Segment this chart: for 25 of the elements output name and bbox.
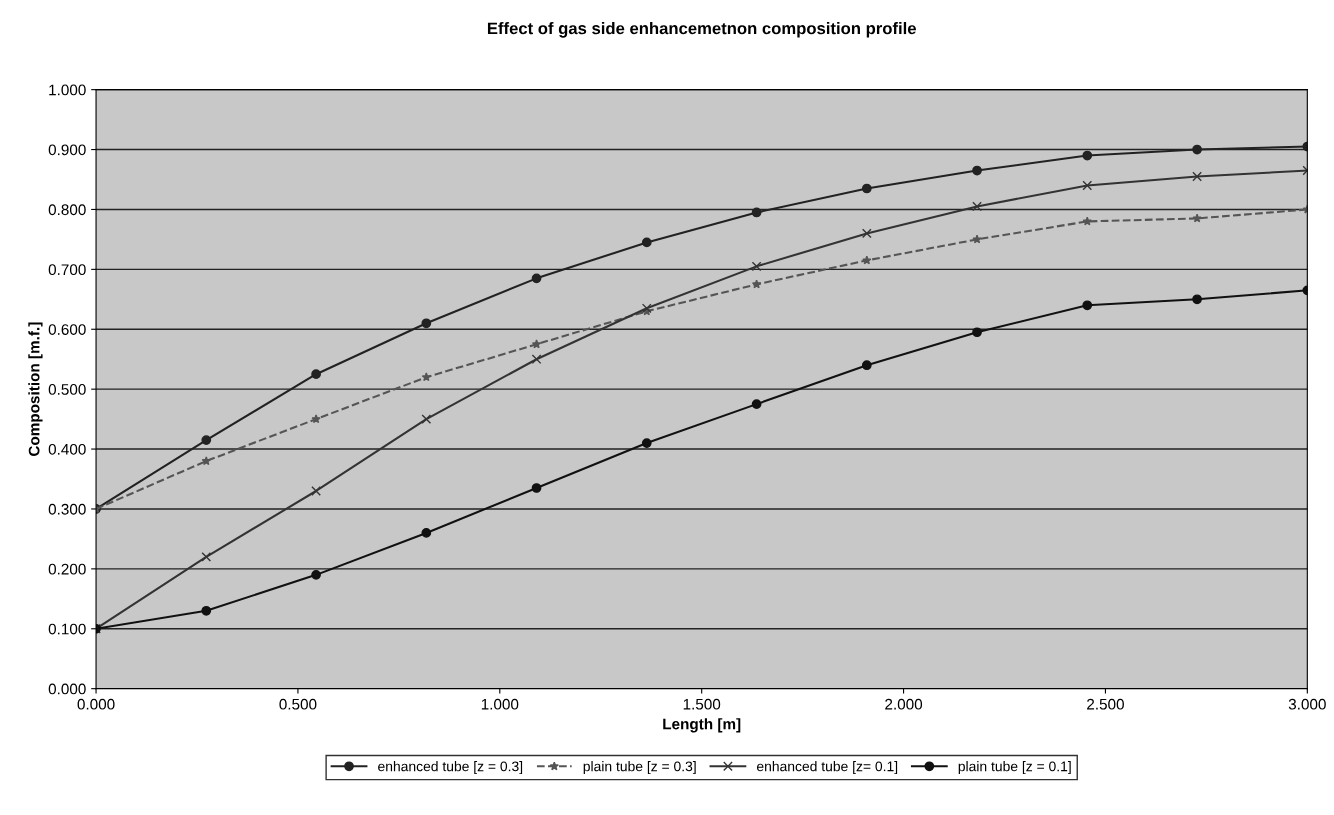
y-tick-label: 1.000: [49, 84, 86, 96]
x-tick-label: 2.000: [885, 698, 923, 710]
y-tick-label: 0.300: [48, 503, 86, 515]
legend-label: enhanced tube [z= 0.1]: [756, 761, 898, 775]
y-tick-label: 0.000: [48, 683, 86, 695]
x-axis-title: Length [m]: [663, 718, 741, 733]
y-tick-label: 0.400: [48, 443, 86, 455]
x-tick-label: 0.000: [77, 698, 115, 710]
x-tick-label: 2.500: [1087, 698, 1124, 710]
x-tick-label: 1.000: [481, 698, 519, 710]
chart-title: Effect of gas side enhancemetnon composition profile: [487, 22, 916, 38]
y-tick-label: 0.900: [48, 144, 86, 156]
y-tick-label: 0.100: [48, 623, 86, 635]
y-tick-label: 0.700: [48, 264, 86, 276]
legend-label: plain tube [z = 0.1]: [958, 761, 1071, 775]
x-tick-label: 3.000: [1288, 698, 1326, 710]
legend-label: plain tube [z = 0.3]: [583, 761, 696, 775]
legend-label: enhanced tube [z = 0.3]: [378, 761, 523, 775]
x-tick-label: 0.500: [279, 698, 317, 710]
x-tick-label: 1.500: [683, 698, 721, 710]
y-axis-title: Composition [m.f.]: [28, 322, 43, 456]
y-tick-label: 0.800: [48, 204, 86, 216]
y-tick-label: 0.500: [48, 384, 86, 395]
y-tick-label: 0.200: [48, 563, 86, 575]
y-tick-label: 0.600: [48, 324, 86, 335]
